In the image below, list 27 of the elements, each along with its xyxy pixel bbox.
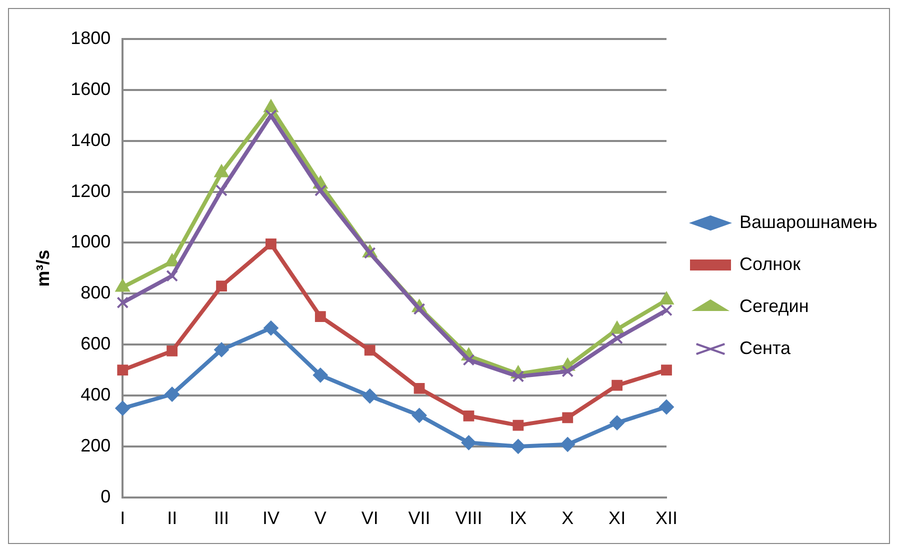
y-tick-label: 200 bbox=[80, 435, 111, 456]
y-tick-label: 400 bbox=[80, 384, 111, 404]
x-tick-label: I bbox=[120, 508, 126, 528]
x-tick-label: II bbox=[167, 508, 178, 528]
x-tick-label: VII bbox=[408, 508, 430, 528]
y-tick-label: 0 bbox=[100, 486, 111, 506]
x-tick-label: IV bbox=[262, 508, 280, 528]
y-tick-label: 1000 bbox=[70, 232, 111, 252]
y-tick-label: 1600 bbox=[70, 78, 111, 99]
y-axis-title: m³/s bbox=[32, 250, 53, 287]
y-tick-label: 1800 bbox=[70, 28, 111, 48]
x-tick-label: VIII bbox=[455, 508, 482, 528]
legend-label: Сегедин bbox=[740, 296, 809, 316]
x-tick-label: IX bbox=[510, 508, 527, 528]
y-tick-label: 1200 bbox=[70, 180, 111, 201]
y-tick-label: 1400 bbox=[70, 130, 111, 150]
x-tick-label: VI bbox=[361, 508, 378, 528]
x-tick-label: X bbox=[562, 508, 574, 528]
x-tick-label: V bbox=[314, 508, 326, 528]
y-tick-label: 600 bbox=[80, 334, 111, 354]
x-tick-label: III bbox=[214, 508, 230, 528]
y-tick-label: 800 bbox=[80, 282, 111, 303]
x-tick-label: XI bbox=[608, 508, 626, 528]
legend-label: Солнок bbox=[740, 254, 801, 274]
legend-label: Вашарошнамењ bbox=[740, 212, 878, 232]
x-tick-label: XII bbox=[655, 508, 678, 528]
legend-label: Сента bbox=[740, 338, 792, 358]
